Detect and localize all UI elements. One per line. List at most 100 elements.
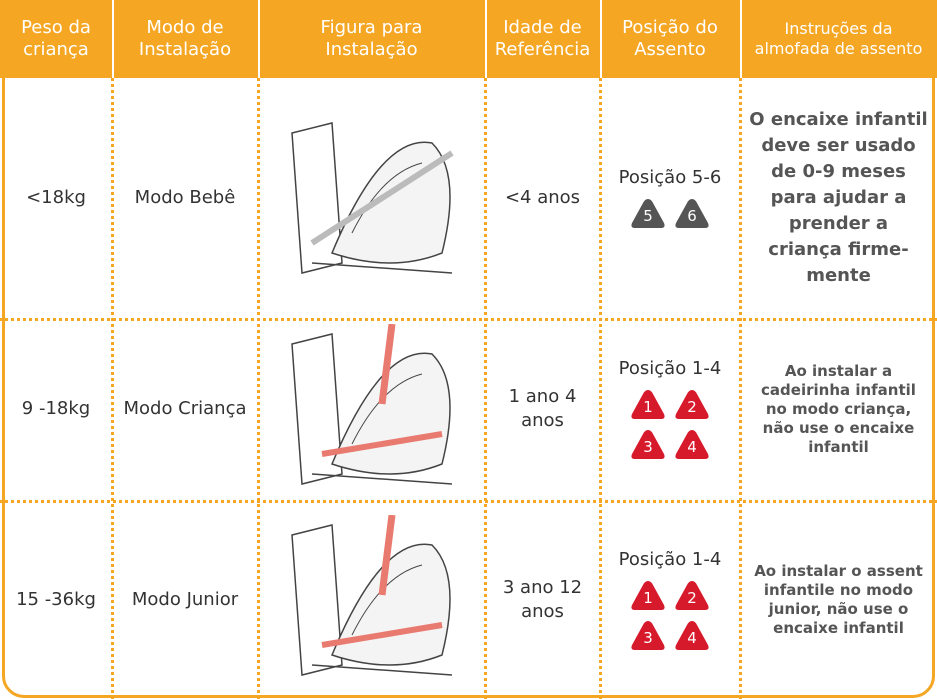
column-divider bbox=[484, 78, 487, 699]
figure-cell bbox=[258, 500, 485, 699]
text-line: Referência bbox=[494, 39, 591, 60]
badge-number: 6 bbox=[687, 207, 697, 225]
mode-cell: Modo Criança bbox=[112, 318, 258, 500]
text-line: 15 -36kg bbox=[16, 588, 96, 610]
header-divider bbox=[485, 0, 487, 78]
text-line: de 0-9 meses bbox=[771, 161, 906, 182]
badge-group: 1 2 3 4 bbox=[625, 578, 715, 652]
text-line: O encaixe infantil bbox=[749, 109, 928, 130]
text-line: 3 ano 12 bbox=[502, 576, 583, 598]
seat-badge: 6 bbox=[675, 199, 709, 228]
text-line: anos bbox=[521, 600, 564, 622]
header-cell: Posição do Assento bbox=[600, 0, 740, 78]
position-label: Posição 1-4 bbox=[618, 358, 722, 379]
text-line: anos bbox=[521, 410, 564, 431]
position-cell: Posição 1-4 1 2 3 4 bbox=[600, 318, 740, 500]
row-divider bbox=[0, 318, 937, 321]
age-cell: 3 ano 12 anos bbox=[485, 500, 600, 699]
header-cell: Figura para Instalação bbox=[258, 0, 485, 78]
header-cell: Modo de Instalação bbox=[112, 0, 258, 78]
badge-number: 5 bbox=[643, 207, 653, 225]
text-line: almofada de assento bbox=[754, 39, 923, 58]
column-divider bbox=[739, 78, 742, 699]
age-cell: <4 anos bbox=[485, 78, 600, 318]
badge-number: 3 bbox=[643, 438, 653, 456]
seat-badge: 1 bbox=[631, 390, 665, 419]
column-divider bbox=[599, 78, 602, 699]
seat-illustration bbox=[290, 122, 454, 274]
text-line: <4 anos bbox=[504, 187, 581, 208]
text-line: Modo Bebê bbox=[134, 187, 236, 208]
text-line: Peso da bbox=[21, 17, 91, 38]
seat-badge: 4 bbox=[675, 430, 709, 459]
mode-cell: Modo Bebê bbox=[112, 78, 258, 318]
text-line: Ao instalar o assent bbox=[754, 561, 923, 580]
header-cell: Peso da criança bbox=[0, 0, 112, 78]
header-divider bbox=[258, 0, 260, 78]
badge-number: 4 bbox=[687, 438, 697, 456]
text-line: Figura para bbox=[320, 17, 423, 38]
position-cell: Posição 5-6 5 6 bbox=[600, 78, 740, 318]
text-line: 1 ano 4 bbox=[508, 386, 577, 407]
position-label: Posição 5-6 bbox=[618, 167, 722, 188]
header-cell: Idade de Referência bbox=[485, 0, 600, 78]
seat-badge: 3 bbox=[631, 430, 665, 459]
text-line: para ajudar a bbox=[770, 187, 907, 208]
text-line: <18kg bbox=[26, 187, 86, 208]
badge-number: 3 bbox=[643, 629, 653, 647]
instruction-cell: Ao instalar a cadeirinha infantil no modo … bbox=[740, 318, 937, 500]
seat-badge: 2 bbox=[675, 580, 709, 610]
text-line: encaixe infantil bbox=[773, 618, 904, 637]
text-line: Assento bbox=[634, 39, 706, 60]
seat-badge: 2 bbox=[675, 390, 709, 419]
weight-cell: 15 -36kg bbox=[0, 500, 112, 699]
badge-number: 1 bbox=[643, 398, 653, 416]
position-cell: Posição 1-4 1 2 3 4 bbox=[600, 500, 740, 699]
text-line: Instalação bbox=[325, 39, 418, 60]
text-line: Ao instalar a bbox=[784, 361, 893, 380]
badge-number: 2 bbox=[687, 589, 697, 607]
instruction-cell: O encaixe infantil deve ser usado de 0-9 m… bbox=[740, 78, 937, 318]
badge-number: 1 bbox=[643, 589, 653, 607]
figure-cell bbox=[258, 318, 485, 500]
text-line: criança firme- bbox=[768, 239, 909, 260]
seat-badge: 5 bbox=[631, 199, 665, 228]
text-line: cadeirinha infantil bbox=[761, 380, 916, 399]
text-line: Instalação bbox=[138, 39, 232, 60]
badge-number: 2 bbox=[687, 398, 697, 416]
seat-badge: 3 bbox=[631, 620, 665, 650]
mode-cell: Modo Junior bbox=[112, 500, 258, 699]
text-line: mente bbox=[806, 265, 871, 286]
age-cell: 1 ano 4 anos bbox=[485, 318, 600, 500]
text-line: 9 -18kg bbox=[21, 398, 91, 419]
weight-cell: 9 -18kg bbox=[0, 318, 112, 500]
badge-group: 1 2 3 4 bbox=[625, 387, 715, 461]
position-label: Posição 1-4 bbox=[618, 548, 722, 570]
text-line: infantil bbox=[808, 437, 869, 456]
text-line: no modo criança, bbox=[765, 399, 912, 418]
seat-badge: 1 bbox=[631, 580, 665, 610]
badge-number: 4 bbox=[687, 629, 697, 647]
instruction-cell: Ao instalar o assent infantile no modo jun… bbox=[740, 500, 937, 699]
row-divider bbox=[0, 500, 937, 503]
text-line: criança bbox=[23, 39, 89, 60]
weight-cell: <18kg bbox=[0, 78, 112, 318]
header-divider bbox=[112, 0, 114, 78]
text-line: Modo de bbox=[146, 17, 224, 38]
seat-badge: 4 bbox=[675, 620, 709, 650]
column-divider bbox=[257, 78, 260, 699]
text-line: deve ser usado bbox=[761, 135, 916, 156]
figure-cell bbox=[258, 78, 485, 318]
text-line: infantile no modo bbox=[763, 580, 914, 599]
text-line: Modo Criança bbox=[123, 398, 247, 419]
seat-illustration bbox=[290, 324, 452, 485]
column-divider bbox=[111, 78, 114, 699]
text-line: Posição do bbox=[622, 17, 718, 38]
seat-illustration bbox=[290, 514, 452, 676]
text-line: Instruções da bbox=[784, 19, 893, 38]
header-cell: Instruções da almofada de assento bbox=[740, 0, 937, 78]
text-line: junior, não use o bbox=[768, 599, 909, 618]
text-line: Idade de bbox=[503, 17, 582, 38]
